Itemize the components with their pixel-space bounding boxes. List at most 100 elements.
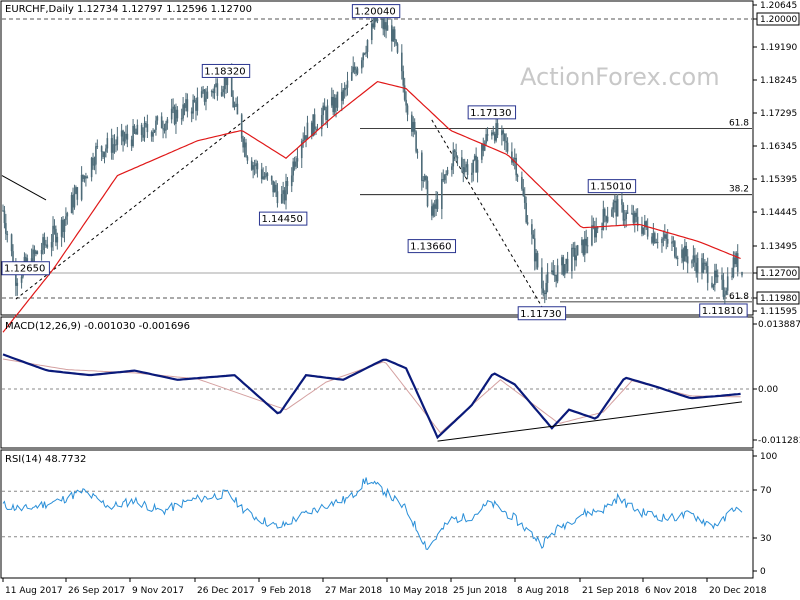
candle [393, 29, 396, 40]
candle [626, 212, 629, 214]
candle [270, 176, 273, 181]
candle [612, 202, 615, 210]
candle [363, 53, 366, 55]
rsi-tick-label: 30 [760, 534, 772, 544]
price-annotation-box [587, 179, 637, 194]
candle [112, 144, 114, 153]
candle [692, 255, 695, 261]
candle [203, 89, 206, 102]
candle [492, 132, 495, 134]
candle [411, 114, 413, 132]
candle [505, 140, 507, 143]
candle [233, 105, 236, 108]
candle [106, 138, 109, 149]
candle [522, 188, 525, 196]
candle [263, 176, 266, 178]
candle [641, 226, 643, 234]
candle [615, 200, 618, 217]
candle [586, 245, 589, 247]
candle [125, 133, 127, 139]
candle [446, 169, 449, 174]
candle [542, 288, 545, 293]
candle [45, 244, 47, 246]
candle [170, 108, 173, 120]
candle [511, 151, 513, 163]
price-tag: 1.11980 [760, 294, 797, 304]
price-annotation-box [201, 63, 251, 78]
macd-layer [2, 353, 752, 442]
candle [240, 114, 243, 139]
candle [302, 139, 304, 142]
candle [675, 256, 678, 258]
x-tick-label: 6 Nov 2018 [645, 586, 697, 596]
candle [525, 202, 527, 223]
rsi-tick-label: 70 [760, 486, 772, 496]
candle [602, 209, 605, 230]
candle [35, 251, 37, 254]
macd-tick-label: 0.00 [758, 385, 778, 395]
candle [526, 222, 529, 225]
candle [676, 257, 679, 259]
candle [582, 239, 585, 255]
candle [415, 131, 417, 152]
candle [190, 111, 193, 114]
x-tick-label: 10 May 2018 [389, 586, 448, 596]
candle [596, 226, 599, 229]
candle [623, 219, 626, 221]
candle [183, 104, 186, 108]
candle [173, 106, 176, 124]
candle [583, 238, 586, 255]
candle [142, 134, 144, 138]
candle [220, 92, 223, 96]
candle [592, 225, 595, 228]
candle [113, 144, 116, 146]
price-tick-label: 1.14445 [760, 208, 797, 218]
candle [180, 118, 183, 120]
candle [601, 228, 603, 230]
price-annotation-box [351, 4, 401, 19]
candle [210, 91, 213, 93]
candle [472, 159, 475, 173]
candle [150, 132, 153, 137]
candle [426, 180, 429, 207]
candle [633, 212, 636, 223]
price-annotation: 1.12650 [4, 264, 45, 275]
candle [313, 114, 316, 130]
candle [133, 125, 136, 132]
candle [230, 72, 233, 97]
candle [162, 128, 164, 130]
candle [452, 150, 455, 167]
candle [562, 257, 565, 275]
candle [631, 212, 633, 214]
candle [336, 91, 339, 108]
candle [664, 234, 666, 239]
candle [60, 219, 63, 237]
candle [295, 161, 297, 167]
price-annotation: 1.20040 [354, 7, 395, 18]
candle [255, 163, 257, 166]
macd-line [2, 353, 741, 440]
candle [706, 266, 709, 283]
candle [192, 99, 194, 114]
candle [462, 167, 465, 173]
candle [32, 249, 34, 268]
candle [425, 176, 427, 181]
candle [724, 294, 726, 297]
candle [72, 194, 74, 208]
candle [25, 256, 27, 265]
candle [545, 283, 547, 295]
candle [246, 156, 249, 161]
candle [156, 116, 159, 121]
candle [66, 213, 69, 217]
candle [726, 276, 729, 291]
candle [272, 180, 274, 193]
candle [486, 134, 489, 136]
candle [401, 52, 403, 72]
candle [333, 97, 336, 113]
candle [543, 292, 546, 295]
candle [536, 253, 539, 268]
candle [262, 176, 264, 179]
candle [53, 225, 56, 229]
x-tick-label: 9 Nov 2017 [132, 586, 184, 596]
